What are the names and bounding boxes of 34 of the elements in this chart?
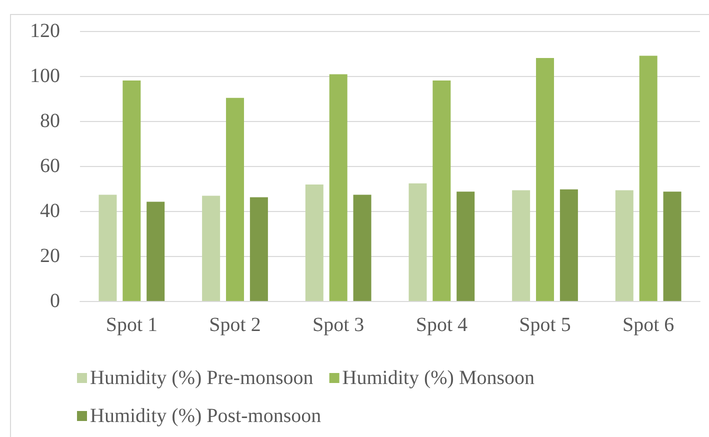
x-tick-label: Spot 3 — [312, 314, 364, 336]
bar — [639, 56, 658, 301]
bar — [615, 190, 634, 301]
bar — [456, 192, 475, 301]
bar — [202, 196, 220, 301]
bar — [98, 194, 117, 301]
x-tick-label: Spot 6 — [622, 314, 674, 336]
x-tick-label: Spot 5 — [519, 314, 571, 336]
bar — [536, 58, 554, 301]
bar — [329, 74, 348, 301]
y-tick-label: 100 — [30, 65, 60, 87]
bar — [512, 190, 530, 301]
y-tick-label: 80 — [40, 110, 60, 132]
bar — [146, 202, 165, 301]
bar — [305, 184, 324, 301]
y-tick-label: 60 — [40, 155, 60, 177]
bar — [432, 80, 451, 301]
legend-label: Humidity (%) Pre-monsoon — [90, 367, 314, 389]
x-tick-label: Spot 2 — [209, 314, 261, 336]
x-tick-label: Spot 4 — [416, 314, 468, 336]
bar — [122, 80, 141, 301]
y-tick-label: 120 — [30, 20, 60, 42]
bar — [408, 183, 427, 301]
bar — [226, 98, 244, 301]
legend-label: Humidity (%) Monsoon — [342, 367, 535, 389]
y-tick-label: 0 — [50, 290, 60, 312]
y-tick-label: 40 — [40, 200, 60, 222]
bar — [250, 197, 268, 301]
y-tick-label: 20 — [40, 245, 60, 267]
x-tick-label: Spot 1 — [106, 314, 158, 336]
bar — [663, 192, 682, 301]
legend-label: Humidity (%) Post-monsoon — [90, 405, 322, 427]
bar — [353, 194, 372, 301]
bar — [560, 189, 578, 301]
